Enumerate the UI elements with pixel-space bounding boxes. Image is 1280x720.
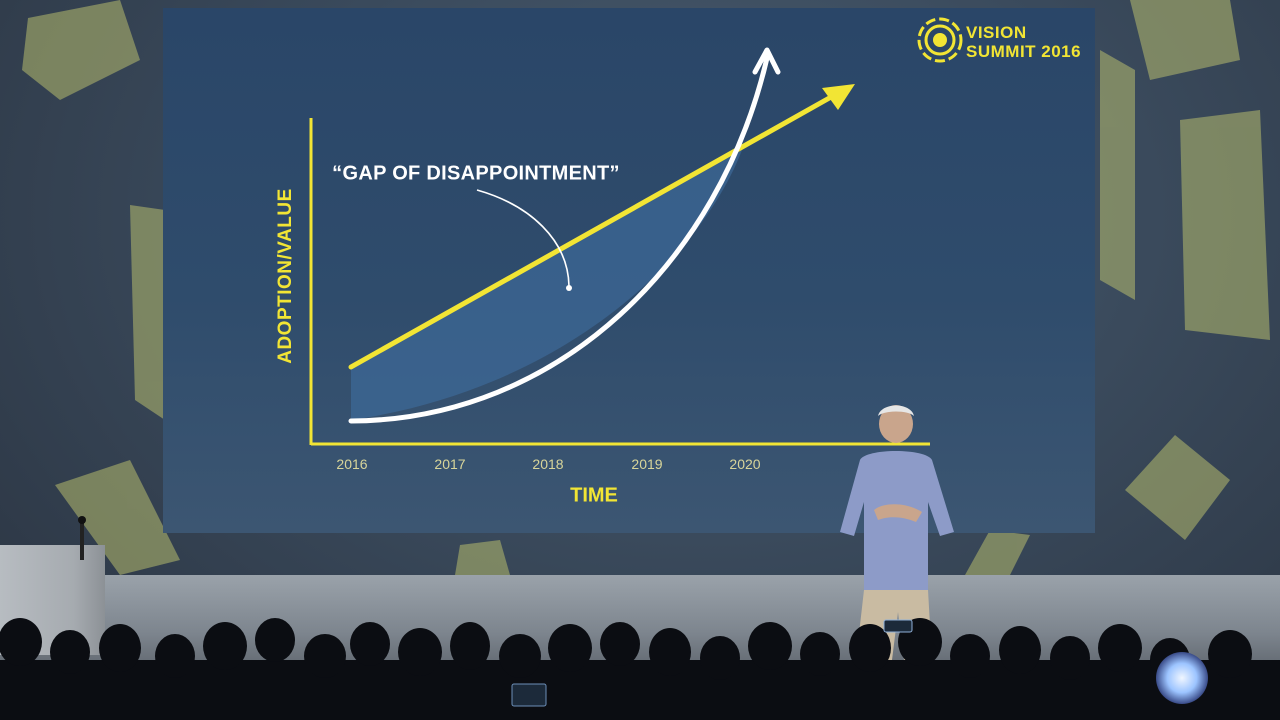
y-axis-label: ADOPTION/VALUE — [275, 188, 296, 364]
linear-arrowhead — [822, 84, 855, 110]
exponential-arrowhead — [752, 47, 781, 75]
exponential-reality-curve — [348, 55, 770, 424]
linear-expectation-line — [348, 89, 843, 370]
microphone-stand — [80, 520, 84, 560]
microphone-head — [78, 516, 86, 524]
x-tick-label: 2019 — [631, 456, 663, 472]
summit-logo-text: VISION SUMMIT 2016 — [966, 23, 1081, 61]
gap-region — [351, 150, 742, 420]
summit-sun-icon — [917, 17, 963, 63]
logo-line-2: SUMMIT 2016 — [966, 42, 1082, 61]
x-tick-label: 2017 — [434, 456, 466, 472]
x-tick-label: 2016 — [336, 456, 368, 472]
x-axis-label: TIME — [570, 484, 618, 507]
x-tick-label: 2020 — [729, 456, 761, 472]
gap-annotation-label: “GAP OF DISAPPOINTMENT” — [332, 162, 620, 185]
annotation-pointer — [476, 189, 570, 287]
stage-light — [1156, 652, 1208, 704]
annotation-dot — [566, 285, 572, 291]
x-tick-label: 2018 — [532, 456, 564, 472]
logo-line-1: VISION — [966, 23, 1027, 42]
audience-silhouettes — [0, 618, 1280, 720]
